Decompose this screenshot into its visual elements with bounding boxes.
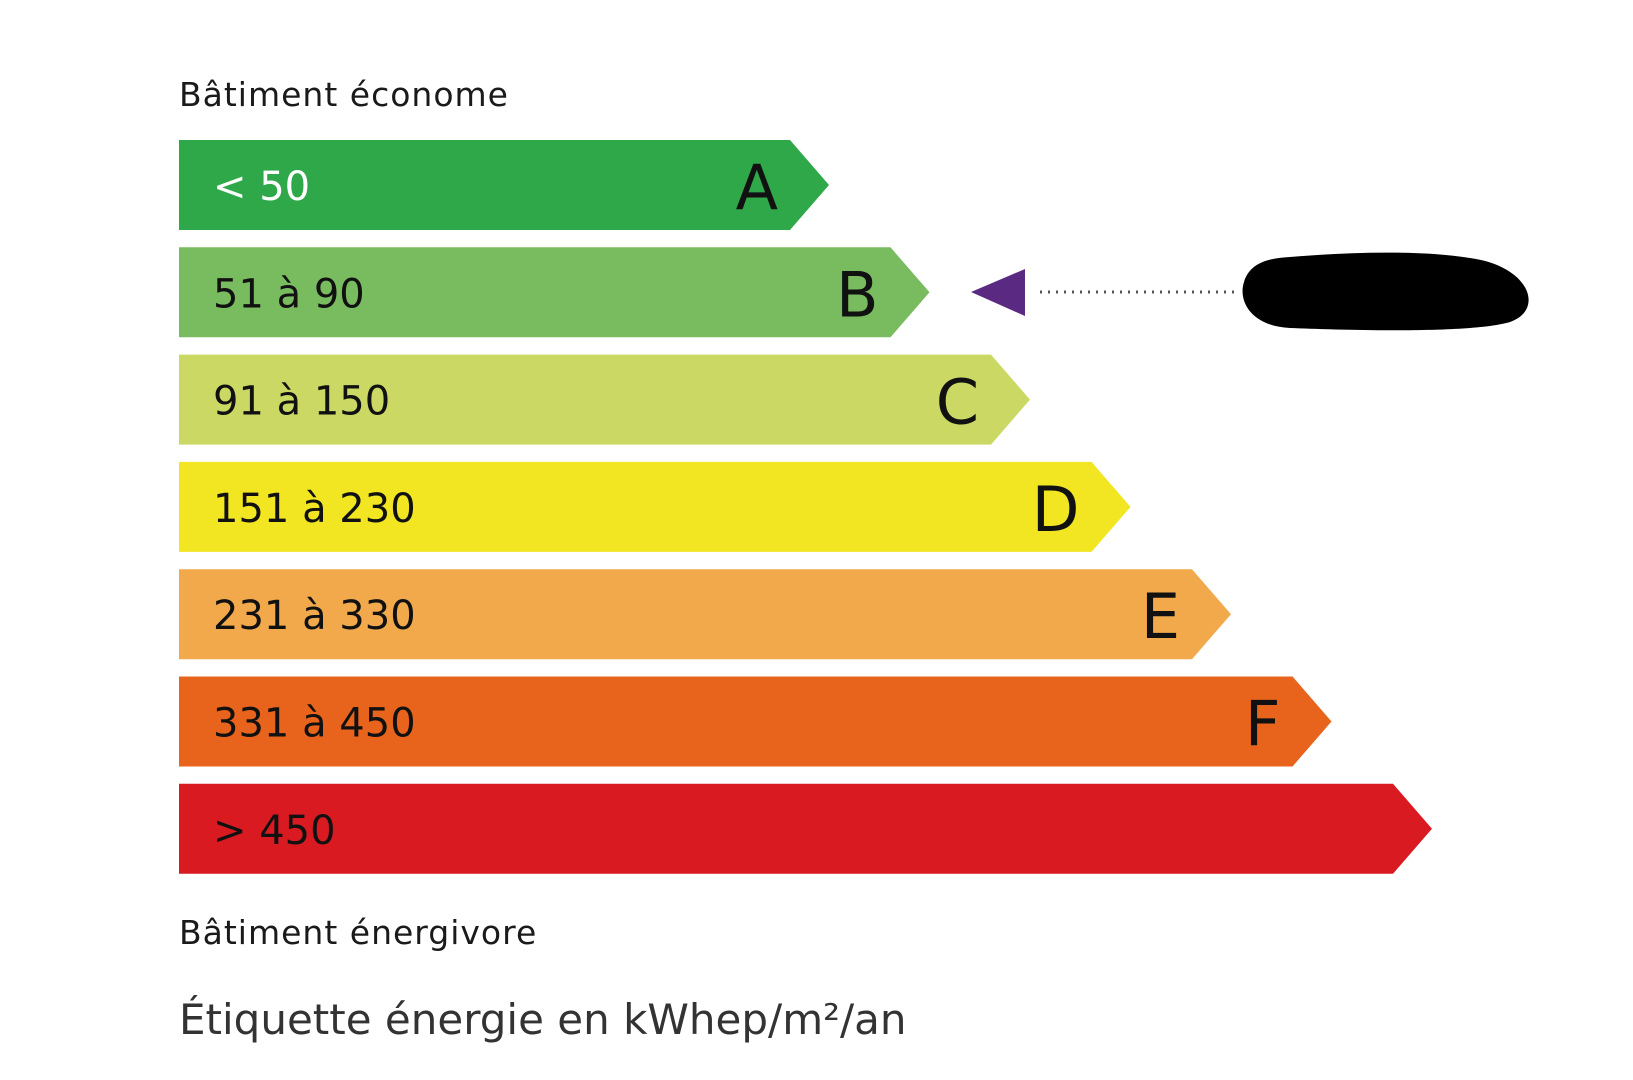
bar-b: 51 à 90 B: [179, 247, 930, 338]
bar-d: 151 à 230 D: [179, 461, 1131, 552]
range-label: 51 à 90: [213, 271, 365, 317]
range-label: > 450: [213, 808, 336, 854]
bar-c: 91 à 150 C: [179, 354, 1030, 445]
bottom-label: Bâtiment énergivore: [179, 913, 537, 952]
bar-e: 231 à 330 E: [179, 569, 1231, 660]
range-label: 91 à 150: [213, 379, 390, 425]
bar-shape: [179, 140, 829, 230]
class-letter: E: [1141, 580, 1180, 653]
bar-shape: [179, 247, 930, 338]
range-label: 151 à 230: [213, 486, 416, 532]
class-letter: B: [836, 258, 879, 331]
indicator-arrow-icon: [971, 269, 1025, 316]
bar-shape: [179, 783, 1432, 874]
redaction-blob: [1242, 252, 1529, 331]
top-label: Bâtiment économe: [179, 75, 509, 114]
range-label: < 50: [213, 164, 310, 210]
class-letter: D: [1032, 473, 1080, 546]
bar-shape: [179, 354, 1030, 445]
range-label: 331 à 450: [213, 701, 416, 747]
unit-label: Étiquette énergie en kWhep/m²/an: [179, 994, 906, 1044]
bar-shape: [179, 461, 1131, 552]
class-letter: A: [736, 151, 778, 224]
bar-shape: [179, 676, 1332, 767]
indicator: [971, 252, 1529, 331]
bar-f: 331 à 450 F: [179, 676, 1332, 767]
class-letter: F: [1245, 688, 1281, 761]
range-label: 231 à 330: [213, 593, 416, 639]
class-letter: C: [936, 366, 979, 439]
bar-a: < 50 A: [179, 140, 829, 230]
bar-g: > 450: [179, 783, 1432, 874]
bar-shape: [179, 569, 1231, 660]
